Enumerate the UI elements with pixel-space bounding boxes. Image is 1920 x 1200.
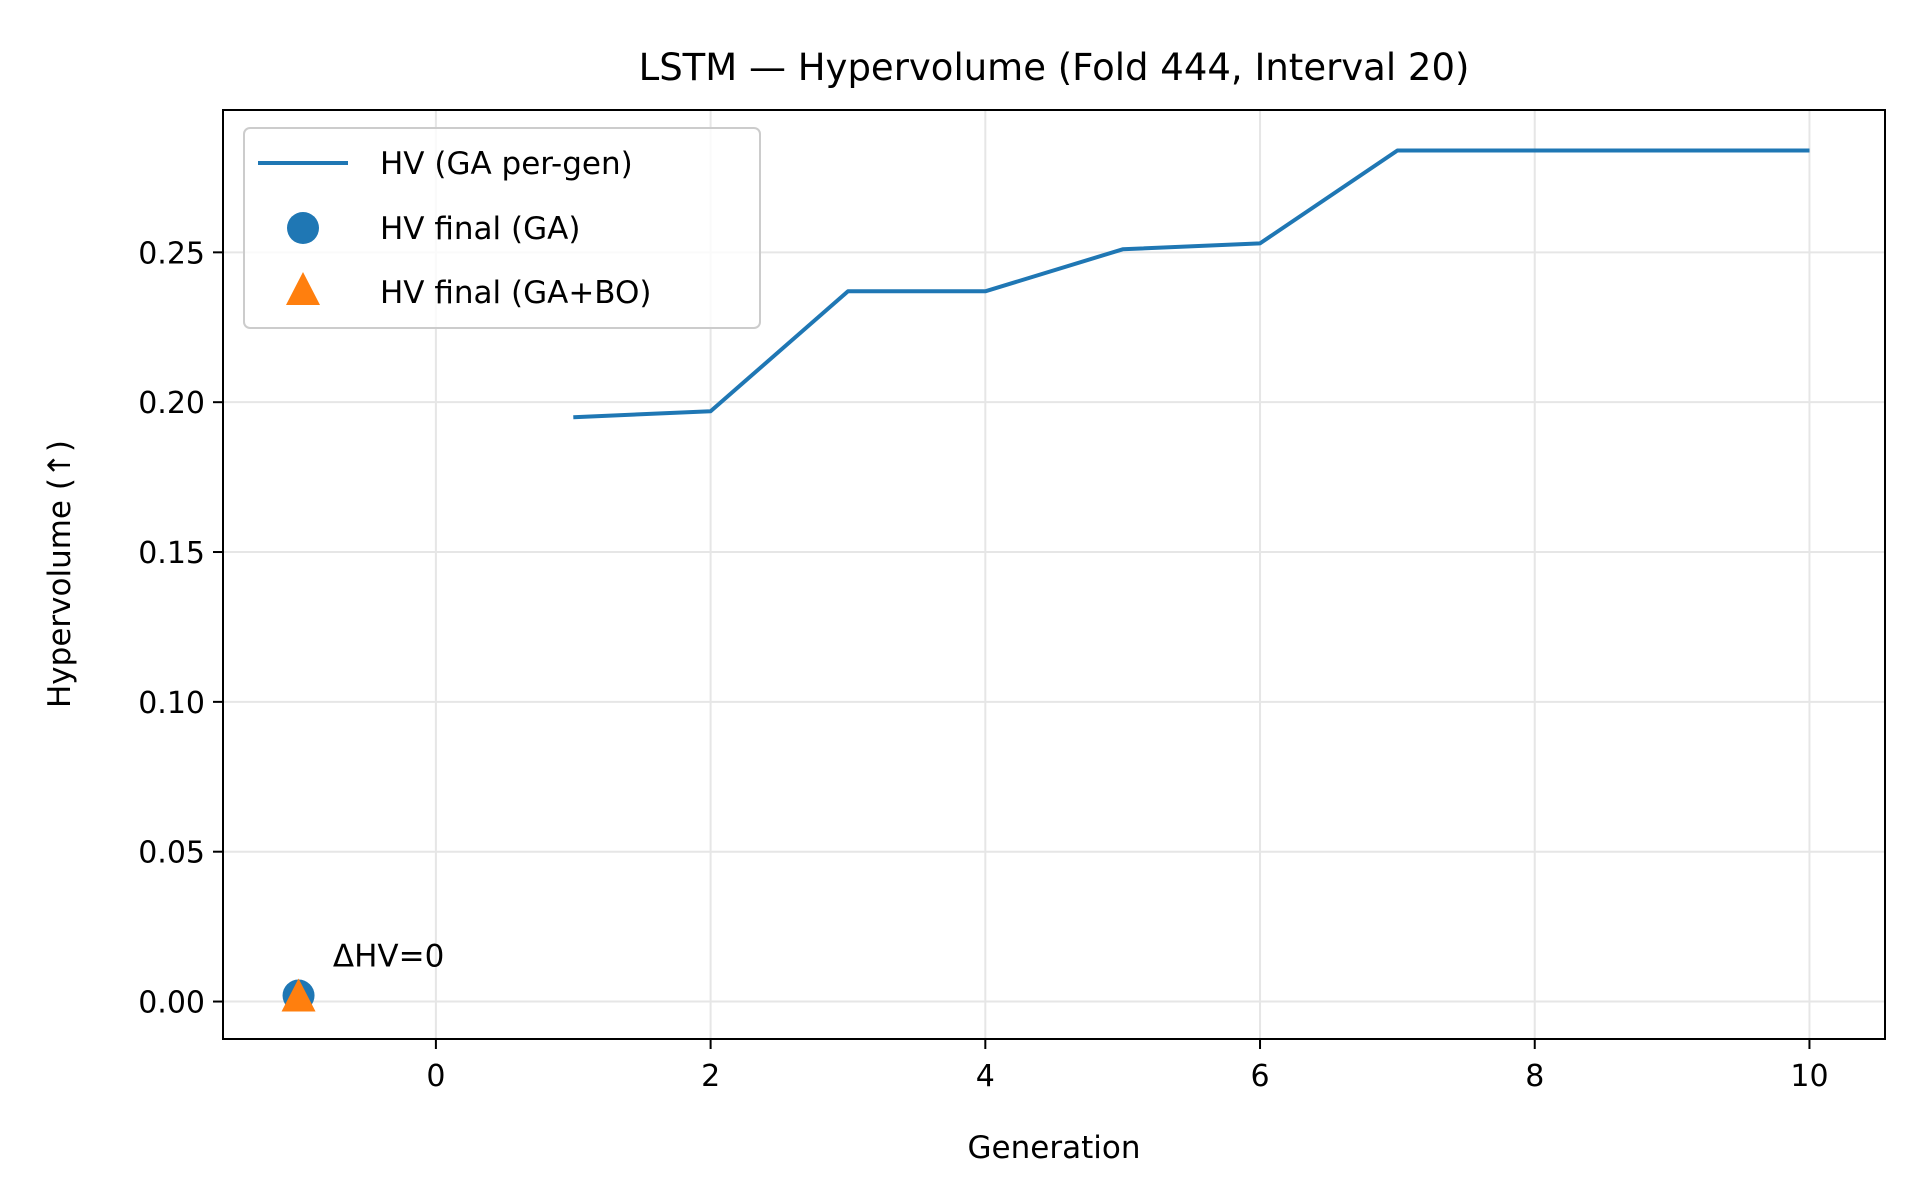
x-tick-label: 6 <box>1250 1059 1269 1094</box>
y-tick-label: 0.25 <box>138 236 205 271</box>
grid <box>223 110 1885 1039</box>
x-tick-label: 4 <box>976 1059 995 1094</box>
legend-label: HV final (GA+BO) <box>380 275 652 311</box>
annotation-delta-hv: ΔHV=0 <box>333 939 444 975</box>
chart-title: LSTM — Hypervolume (Fold 444, Interval 2… <box>639 46 1470 89</box>
legend-swatch-triangle <box>286 272 320 305</box>
series-layer <box>281 148 1810 1012</box>
legend-label: HV (GA per-gen) <box>380 146 633 182</box>
y-tick-label: 0.10 <box>138 686 205 721</box>
y-tick-label: 0.05 <box>138 836 205 871</box>
y-tick-label: 0.15 <box>138 536 205 571</box>
y-tick-label: 0.20 <box>138 386 205 421</box>
legend-box <box>243 127 761 329</box>
series-line-ga-per-gen <box>573 148 1810 420</box>
point-hv-final-ga-bo <box>281 978 316 1012</box>
x-axis-label: Generation <box>968 1130 1141 1166</box>
legend-swatch-circle <box>287 212 319 244</box>
y-tick-label: 0.00 <box>138 986 205 1021</box>
x-tick-label: 8 <box>1525 1059 1544 1094</box>
x-tick-label: 2 <box>701 1059 720 1094</box>
x-tick-label: 10 <box>1790 1059 1828 1094</box>
x-tick-label: 0 <box>426 1059 445 1094</box>
plot-frame <box>222 109 1886 1040</box>
legend-items: HV (GA per-gen) HV final (GA) HV final (GA… <box>258 146 652 311</box>
annotations: ΔHV=0 <box>333 939 444 975</box>
legend-label: HV final (GA) <box>380 211 580 247</box>
legend: HV (GA per-gen) HV final (GA) HV final (GA… <box>243 127 761 329</box>
y-axis-ticks: 0.00 0.05 0.10 0.15 0.20 0.25 <box>138 236 223 1021</box>
y-axis-label: Hypervolume (↑) <box>42 440 78 708</box>
x-axis-ticks: 0 2 4 6 8 10 <box>426 1039 1829 1094</box>
